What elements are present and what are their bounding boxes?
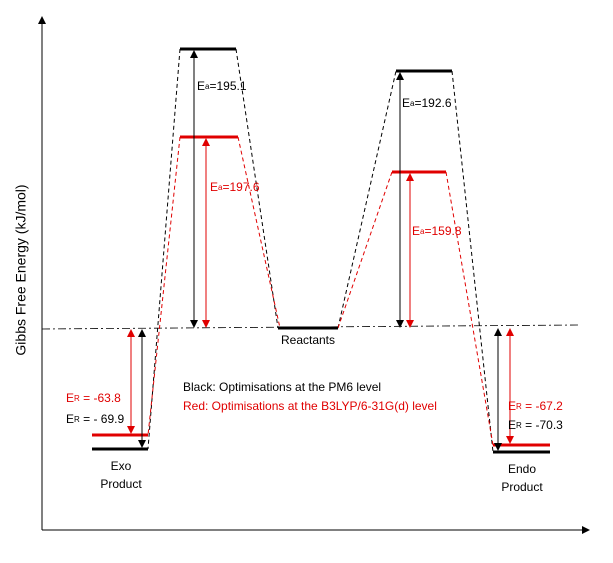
energy-label: Ea=192.6 (402, 96, 452, 110)
energy-label: ER = - 69.9 (66, 412, 124, 426)
energy-label-sub: R (74, 415, 80, 424)
energy-label-main: E (210, 180, 218, 194)
energy-label: Ea=195.1 (197, 79, 247, 93)
energy-label-rest: =159.8 (424, 224, 461, 238)
energy-label-rest: = -67.2 (522, 399, 563, 413)
levels (92, 47, 550, 454)
energy-label-sub: a (218, 183, 223, 192)
energy-label-main: E (508, 418, 516, 432)
energy-label-main: E (402, 96, 410, 110)
energy-label: ER = -63.8 (66, 391, 121, 405)
connectors (147, 48, 494, 453)
arrows (127, 50, 514, 451)
energy-label-sub: a (410, 99, 415, 108)
exo-label: Product (100, 477, 142, 491)
energy-label: ER = -70.3 (508, 418, 563, 432)
energy-label-main: E (66, 391, 74, 405)
energy-label-sub: R (516, 421, 522, 430)
energy-label-main: E (66, 412, 74, 426)
energy-label-rest: = - 69.9 (80, 412, 125, 426)
legend: Black: Optimisations at the PM6 level (183, 380, 381, 394)
y-axis-label: Gibbs Free Energy (kJ/mol) (13, 184, 29, 355)
energy-label-main: E (412, 224, 420, 238)
energy-label-rest: =197.6 (222, 180, 259, 194)
energy-label-sub: a (420, 227, 425, 236)
energy-label-main: E (197, 79, 205, 93)
energy-label-rest: = -70.3 (522, 418, 563, 432)
energy-label-rest: =195.1 (209, 79, 246, 93)
energy-label-rest: =192.6 (414, 96, 451, 110)
reactants-label: Reactants (281, 333, 335, 347)
exo-label: Exo (111, 459, 132, 473)
endo-label: Product (501, 480, 543, 494)
axes (38, 16, 590, 534)
energy-label-sub: R (74, 394, 80, 403)
energy-label-main: E (508, 399, 516, 413)
energy-label: ER = -67.2 (508, 399, 563, 413)
endo-label: Endo (508, 462, 536, 476)
energy-label-sub: a (205, 82, 210, 91)
energy-label-rest: = -63.8 (80, 391, 121, 405)
energy-label-sub: R (516, 402, 522, 411)
legend: Red: Optimisations at the B3LYP/6-31G(d)… (183, 399, 437, 413)
energy-label: Ea=197.6 (210, 180, 260, 194)
energy-label: Ea=159.8 (412, 224, 462, 238)
